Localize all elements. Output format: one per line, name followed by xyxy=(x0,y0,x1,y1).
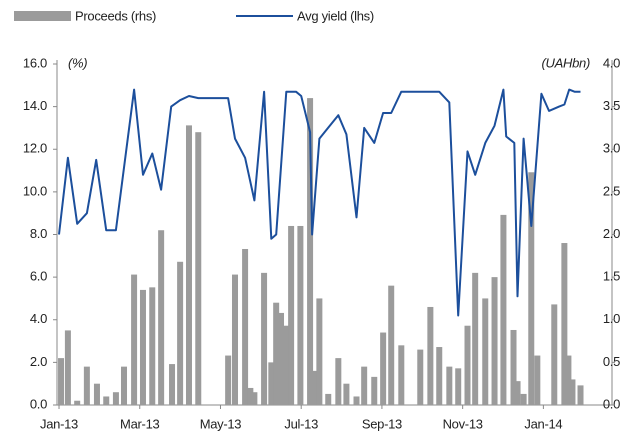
bar xyxy=(569,379,576,405)
y2-tick-label: 2.0 xyxy=(603,226,620,241)
bar xyxy=(491,277,498,405)
bar xyxy=(577,385,584,405)
y-unit-label: (%) xyxy=(68,55,87,70)
y2-tick-label: 1.0 xyxy=(603,311,620,326)
bar xyxy=(361,366,368,405)
y2-tick-label: 0.0 xyxy=(603,396,620,411)
bar xyxy=(232,274,239,405)
y-tick-label: 12.0 xyxy=(23,141,47,156)
bar xyxy=(565,355,572,405)
bar xyxy=(528,172,535,405)
bar xyxy=(311,370,318,405)
y-tick-label: 14.0 xyxy=(23,98,47,113)
x-tick-label: May-13 xyxy=(200,416,242,431)
bar xyxy=(353,396,360,405)
legend-label: Avg yield (lhs) xyxy=(297,8,374,23)
bar xyxy=(283,325,290,405)
bar xyxy=(158,230,165,405)
bar xyxy=(417,349,424,405)
bar xyxy=(64,330,71,405)
bar xyxy=(297,225,304,405)
bar xyxy=(307,98,314,405)
bar xyxy=(455,368,462,405)
x-tick-label: Mar-13 xyxy=(120,416,159,431)
bar xyxy=(247,387,254,405)
bar xyxy=(261,272,268,405)
y-tick-label: 8.0 xyxy=(30,226,47,241)
bar xyxy=(169,364,176,405)
bar xyxy=(58,358,65,405)
y2-tick-label: 2.5 xyxy=(603,183,620,198)
y2-tick-label: 3.5 xyxy=(603,98,620,113)
y2-tick-label: 1.5 xyxy=(603,269,620,284)
bar xyxy=(325,393,332,405)
bar xyxy=(398,345,405,405)
bar xyxy=(93,383,100,405)
bar xyxy=(446,366,453,405)
bar xyxy=(520,393,527,405)
bar xyxy=(316,298,323,405)
line xyxy=(58,88,581,317)
bar xyxy=(131,274,138,405)
bar xyxy=(177,261,184,405)
bar xyxy=(514,381,521,405)
bar xyxy=(149,287,156,405)
bar xyxy=(464,325,471,405)
y-tick-label: 2.0 xyxy=(30,354,47,369)
bar xyxy=(472,272,479,405)
bar xyxy=(288,225,295,405)
bar xyxy=(380,332,387,405)
bar xyxy=(534,355,541,405)
bar xyxy=(112,392,119,405)
y2-tick-label: 4.0 xyxy=(603,55,620,70)
bar xyxy=(436,347,443,405)
x-tick-label: Sep-13 xyxy=(362,416,402,431)
bar xyxy=(273,302,280,405)
bar xyxy=(74,400,81,405)
y-tick-label: 16.0 xyxy=(23,55,47,70)
bar xyxy=(510,329,517,405)
bar xyxy=(388,285,395,405)
bar xyxy=(343,383,350,405)
bar xyxy=(103,396,110,405)
bar xyxy=(185,125,192,405)
y2-tick-label: 0.5 xyxy=(603,354,620,369)
bar xyxy=(139,289,146,405)
bar xyxy=(482,298,489,405)
x-tick-label: Jan-14 xyxy=(524,416,562,431)
bar xyxy=(195,132,202,405)
bar xyxy=(427,306,434,405)
legend-label: Proceeds (rhs) xyxy=(75,8,156,23)
bar xyxy=(83,366,90,405)
x-tick-label: Jul-13 xyxy=(284,416,318,431)
bar xyxy=(278,312,285,405)
bar xyxy=(121,366,128,405)
bar xyxy=(225,355,232,405)
bar xyxy=(500,214,507,405)
x-tick-label: Nov-13 xyxy=(443,416,483,431)
bar xyxy=(551,304,558,405)
y-tick-label: 4.0 xyxy=(30,311,47,326)
y2-unit-label: (UAHbn) xyxy=(542,55,590,70)
bar xyxy=(371,376,378,405)
y-tick-label: 10.0 xyxy=(23,183,47,198)
bar xyxy=(268,362,275,405)
bar xyxy=(242,248,249,405)
y-tick-label: 0.0 xyxy=(30,396,47,411)
x-tick-label: Jan-13 xyxy=(40,416,78,431)
legend-swatch xyxy=(14,11,71,21)
y2-tick-label: 3.0 xyxy=(603,141,620,156)
bar xyxy=(561,243,568,405)
bar xyxy=(251,392,258,405)
y-tick-label: 6.0 xyxy=(30,269,47,284)
bar xyxy=(335,358,342,405)
